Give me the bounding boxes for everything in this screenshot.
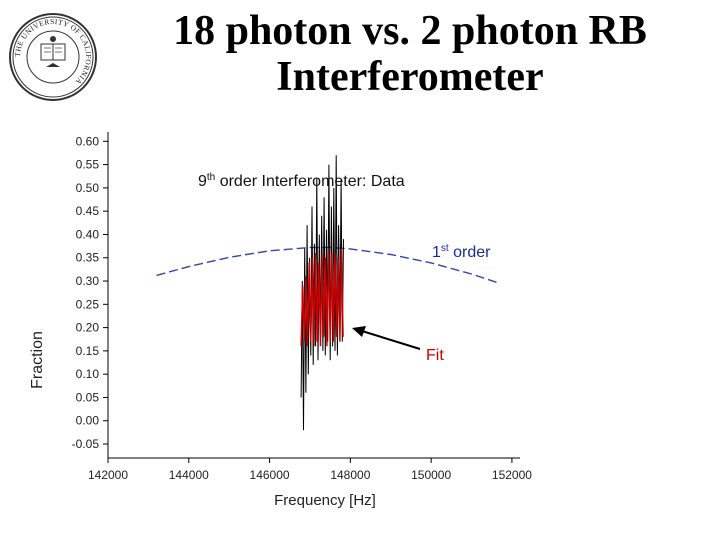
x-tick-label: 150000 xyxy=(411,468,451,482)
x-tick-label: 152000 xyxy=(492,468,532,482)
y-tick-label: 0.25 xyxy=(76,297,100,311)
series-first-order-line xyxy=(156,246,501,285)
y-tick-label: 0.35 xyxy=(76,251,100,265)
y-tick-label: 0.00 xyxy=(76,414,100,428)
title-line-2: Interferometer xyxy=(276,54,544,100)
y-tick-label: 0.55 xyxy=(76,158,100,172)
slide-title: 18 photon vs. 2 photon RB Interferometer xyxy=(110,8,710,100)
annotation-first-order-main: 1 xyxy=(432,244,441,261)
y-tick-label: 0.05 xyxy=(76,390,100,404)
chart-title: 9th order Interferometer: Data xyxy=(198,172,405,190)
axes-group: 0.60 0.55 0.50 0.45 0.40 0.35 0.30 0.25 0.20 0.15… xyxy=(72,132,532,482)
chart-title-rest: order Interferometer: Data xyxy=(215,173,405,190)
university-seal-icon: THE UNIVERSITY OF CALIFORNIA xyxy=(9,13,97,101)
x-tick-label: 144000 xyxy=(169,468,209,482)
interferometer-chart: 0.60 0.55 0.50 0.45 0.40 0.35 0.30 0.25 0.20 0.15… xyxy=(29,132,532,509)
chart-title-main: 9 xyxy=(198,173,207,190)
y-tick-label: 0.50 xyxy=(76,181,100,195)
y-tick-label: 0.10 xyxy=(76,367,100,381)
x-axis-label: Frequency [Hz] xyxy=(274,492,376,509)
fit-arrow xyxy=(361,330,421,350)
annotation-first-order-sup: st xyxy=(441,243,449,254)
y-axis-label: Fraction xyxy=(29,331,46,389)
title-line-1: 18 photon vs. 2 photon RB xyxy=(173,8,647,54)
series-fit-line xyxy=(300,248,344,347)
y-tick-label: 0.40 xyxy=(76,227,100,241)
fit-arrowhead xyxy=(352,326,366,337)
y-tick-label: 0.30 xyxy=(76,274,100,288)
x-tick-label: 142000 xyxy=(88,468,128,482)
y-tick-label: 0.45 xyxy=(76,204,100,218)
annotation-first-order-rest: order xyxy=(449,244,491,261)
annotation-first-order: 1st order xyxy=(432,243,491,261)
y-tick-label: 0.20 xyxy=(76,321,100,335)
chart-title-sup: th xyxy=(207,172,215,183)
x-tick-label: 148000 xyxy=(330,468,370,482)
series-group xyxy=(156,155,501,431)
y-tick-label: 0.15 xyxy=(76,344,100,358)
y-tick-label: 0.60 xyxy=(76,134,100,148)
x-tick-label: 146000 xyxy=(250,468,290,482)
annotation-fit: Fit xyxy=(426,347,444,364)
y-tick-label: -0.05 xyxy=(72,437,100,451)
